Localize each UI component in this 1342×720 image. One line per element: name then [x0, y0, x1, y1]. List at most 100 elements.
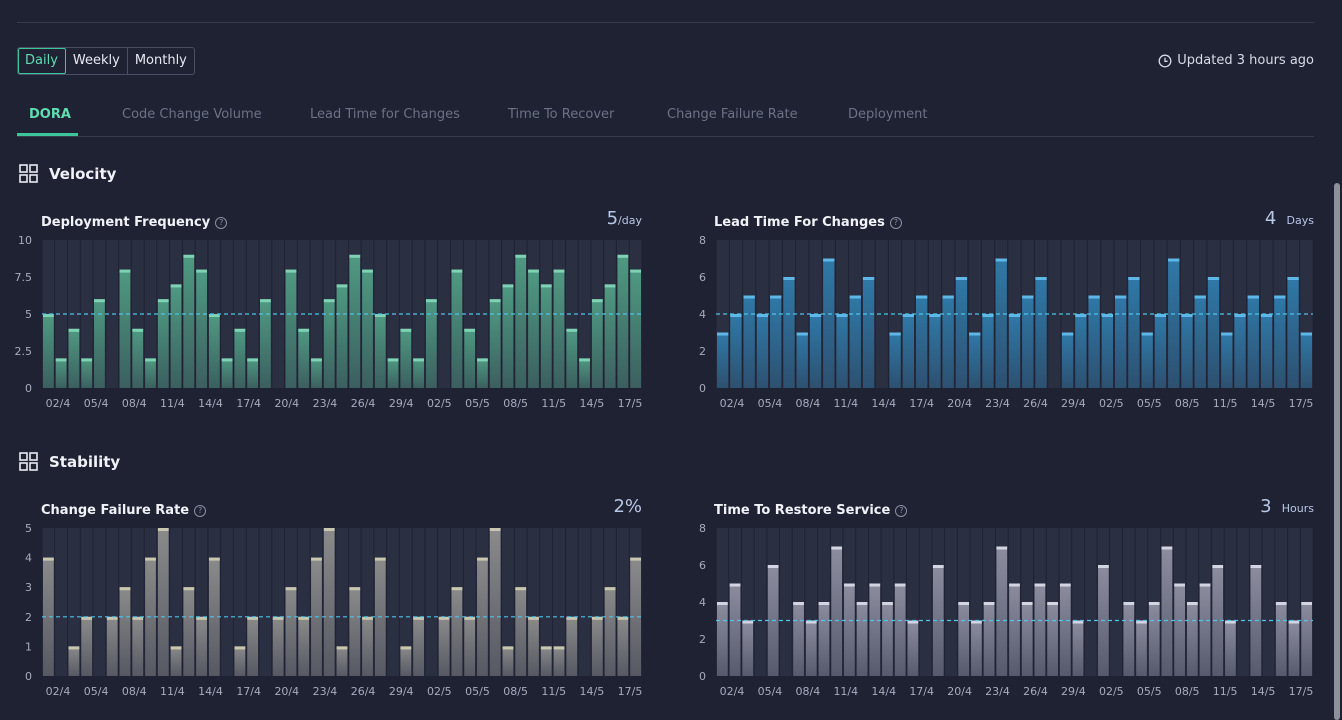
- bar[interactable]: [1021, 602, 1033, 676]
- bar[interactable]: [400, 328, 412, 388]
- bar[interactable]: [540, 646, 552, 676]
- bar[interactable]: [823, 258, 835, 389]
- bar[interactable]: [1115, 295, 1127, 389]
- bar[interactable]: [323, 528, 335, 676]
- bar[interactable]: [247, 358, 259, 388]
- bar[interactable]: [1207, 277, 1220, 388]
- bar[interactable]: [916, 295, 928, 389]
- period-weekly-button[interactable]: Weekly: [66, 48, 128, 74]
- tab-time-to-recover[interactable]: Time To Recover: [508, 107, 615, 122]
- help-icon[interactable]: ?: [215, 216, 228, 229]
- bar[interactable]: [1047, 602, 1058, 676]
- bar[interactable]: [515, 254, 527, 388]
- bar[interactable]: [170, 284, 182, 388]
- bar[interactable]: [1128, 277, 1140, 388]
- bar[interactable]: [1088, 295, 1100, 389]
- bar[interactable]: [1154, 314, 1167, 388]
- bar[interactable]: [889, 332, 901, 389]
- bar[interactable]: [1035, 277, 1047, 388]
- bar[interactable]: [68, 646, 80, 676]
- bar[interactable]: [464, 616, 476, 676]
- tab-deployment[interactable]: Deployment: [848, 107, 928, 122]
- help-icon[interactable]: ?: [889, 216, 902, 229]
- bar[interactable]: [387, 358, 399, 388]
- bar[interactable]: [438, 616, 450, 676]
- bar[interactable]: [1075, 314, 1087, 388]
- bar[interactable]: [349, 254, 361, 388]
- bar[interactable]: [604, 587, 616, 676]
- bar[interactable]: [630, 269, 641, 388]
- bar[interactable]: [1274, 295, 1286, 389]
- bar[interactable]: [221, 358, 233, 388]
- bar[interactable]: [1008, 314, 1021, 388]
- bar[interactable]: [413, 616, 424, 676]
- bar[interactable]: [907, 620, 919, 677]
- bar[interactable]: [1234, 314, 1246, 388]
- bar[interactable]: [983, 602, 995, 676]
- bar[interactable]: [743, 295, 755, 389]
- bar[interactable]: [1275, 602, 1287, 676]
- bar[interactable]: [869, 583, 881, 677]
- bar[interactable]: [1288, 620, 1300, 677]
- bar[interactable]: [1123, 602, 1135, 676]
- bar[interactable]: [996, 546, 1008, 677]
- bar[interactable]: [285, 587, 297, 676]
- bar[interactable]: [413, 358, 424, 388]
- bar[interactable]: [1221, 332, 1233, 389]
- bar[interactable]: [196, 616, 207, 676]
- bar[interactable]: [770, 295, 782, 389]
- bar[interactable]: [260, 299, 271, 388]
- bar[interactable]: [285, 269, 297, 388]
- bar[interactable]: [1009, 583, 1020, 677]
- bar[interactable]: [68, 328, 80, 388]
- bar[interactable]: [55, 358, 67, 388]
- period-monthly-button[interactable]: Monthly: [134, 53, 187, 68]
- tab-lead-time-for-changes[interactable]: Lead Time for Changes: [310, 107, 460, 122]
- bar[interactable]: [756, 314, 769, 388]
- bar[interactable]: [43, 557, 54, 676]
- bar[interactable]: [1174, 583, 1185, 677]
- bar[interactable]: [894, 583, 906, 677]
- help-icon[interactable]: ?: [895, 504, 908, 517]
- bar[interactable]: [1059, 583, 1071, 677]
- bar[interactable]: [336, 284, 348, 388]
- bar[interactable]: [929, 314, 941, 388]
- bar[interactable]: [477, 358, 488, 388]
- bar[interactable]: [464, 328, 476, 388]
- bar[interactable]: [81, 358, 93, 388]
- bar[interactable]: [1225, 620, 1236, 677]
- bar[interactable]: [729, 583, 741, 677]
- bar[interactable]: [1136, 620, 1147, 677]
- bar[interactable]: [793, 602, 804, 676]
- bar[interactable]: [528, 269, 539, 388]
- bar[interactable]: [1161, 546, 1173, 677]
- bar[interactable]: [882, 602, 893, 676]
- bar[interactable]: [553, 269, 565, 388]
- bar[interactable]: [145, 358, 156, 388]
- bar[interactable]: [849, 295, 861, 389]
- bar[interactable]: [995, 258, 1007, 389]
- bar[interactable]: [604, 284, 616, 388]
- bar[interactable]: [1141, 332, 1153, 389]
- bar[interactable]: [1072, 620, 1084, 677]
- scrollbar[interactable]: [1334, 183, 1340, 720]
- bar[interactable]: [1300, 332, 1312, 389]
- bar[interactable]: [451, 269, 463, 388]
- bar[interactable]: [1186, 602, 1198, 676]
- bar[interactable]: [717, 332, 729, 389]
- bar[interactable]: [183, 254, 195, 388]
- bar[interactable]: [157, 528, 169, 676]
- bar[interactable]: [1301, 602, 1312, 676]
- bar[interactable]: [489, 299, 501, 388]
- bar[interactable]: [955, 277, 968, 388]
- bar[interactable]: [272, 616, 284, 676]
- bar[interactable]: [81, 616, 93, 676]
- period-daily-button[interactable]: Daily: [18, 48, 66, 74]
- bar[interactable]: [425, 299, 437, 388]
- bar[interactable]: [969, 332, 981, 389]
- bar[interactable]: [796, 332, 808, 389]
- bar[interactable]: [502, 284, 514, 388]
- bar[interactable]: [311, 358, 322, 388]
- bar[interactable]: [591, 616, 603, 676]
- bar[interactable]: [717, 602, 728, 676]
